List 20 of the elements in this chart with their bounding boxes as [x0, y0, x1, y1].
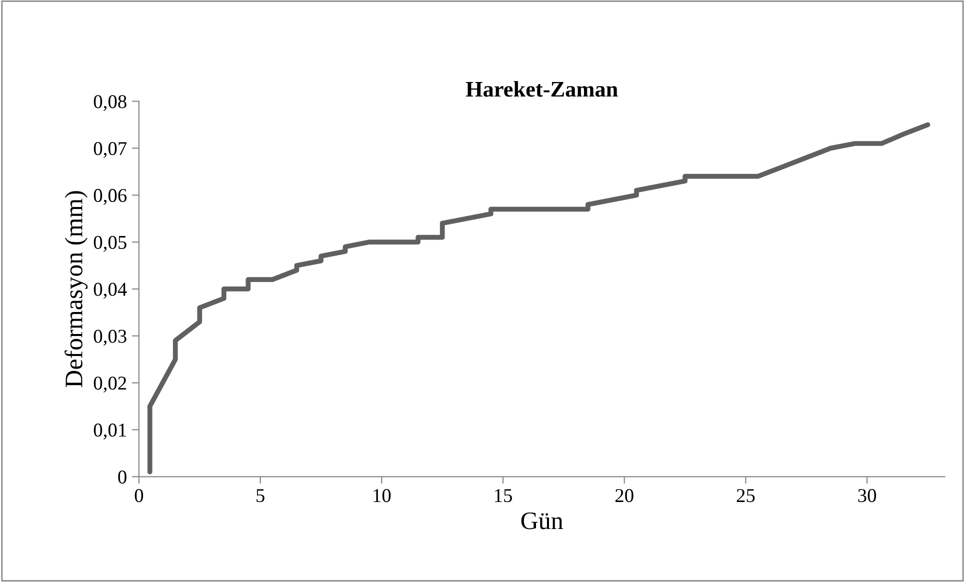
y-tick-label: 0,06 [94, 188, 127, 205]
y-tick-label: 0,05 [94, 236, 126, 252]
x-tick-label: 25 [736, 489, 755, 502]
y-tick-label: 0,04 [94, 282, 127, 299]
line-series [147, 122, 930, 474]
y-tick-label: 0,01 [94, 424, 126, 440]
y-tick-label: 0,08 [94, 95, 126, 112]
y-tick-label: 0 [118, 470, 126, 484]
x-tick-label: 10 [374, 489, 391, 502]
y-tick-label: 0,07 [94, 142, 127, 158]
y-axis-title: Deformasyon (mm) [64, 191, 88, 388]
y-tick-label: 0,03 [94, 330, 126, 346]
chart-title: Hareket-Zaman [466, 81, 618, 97]
x-tick-label: 0 [134, 489, 144, 502]
x-tick-label: 15 [495, 489, 512, 502]
x-tick-label: 20 [616, 489, 634, 502]
x-tick-label: 30 [858, 489, 876, 502]
x-axis-title: Gün [521, 512, 563, 530]
y-tick-label: 0,02 [94, 376, 126, 393]
x-tick-label: 5 [256, 489, 264, 502]
